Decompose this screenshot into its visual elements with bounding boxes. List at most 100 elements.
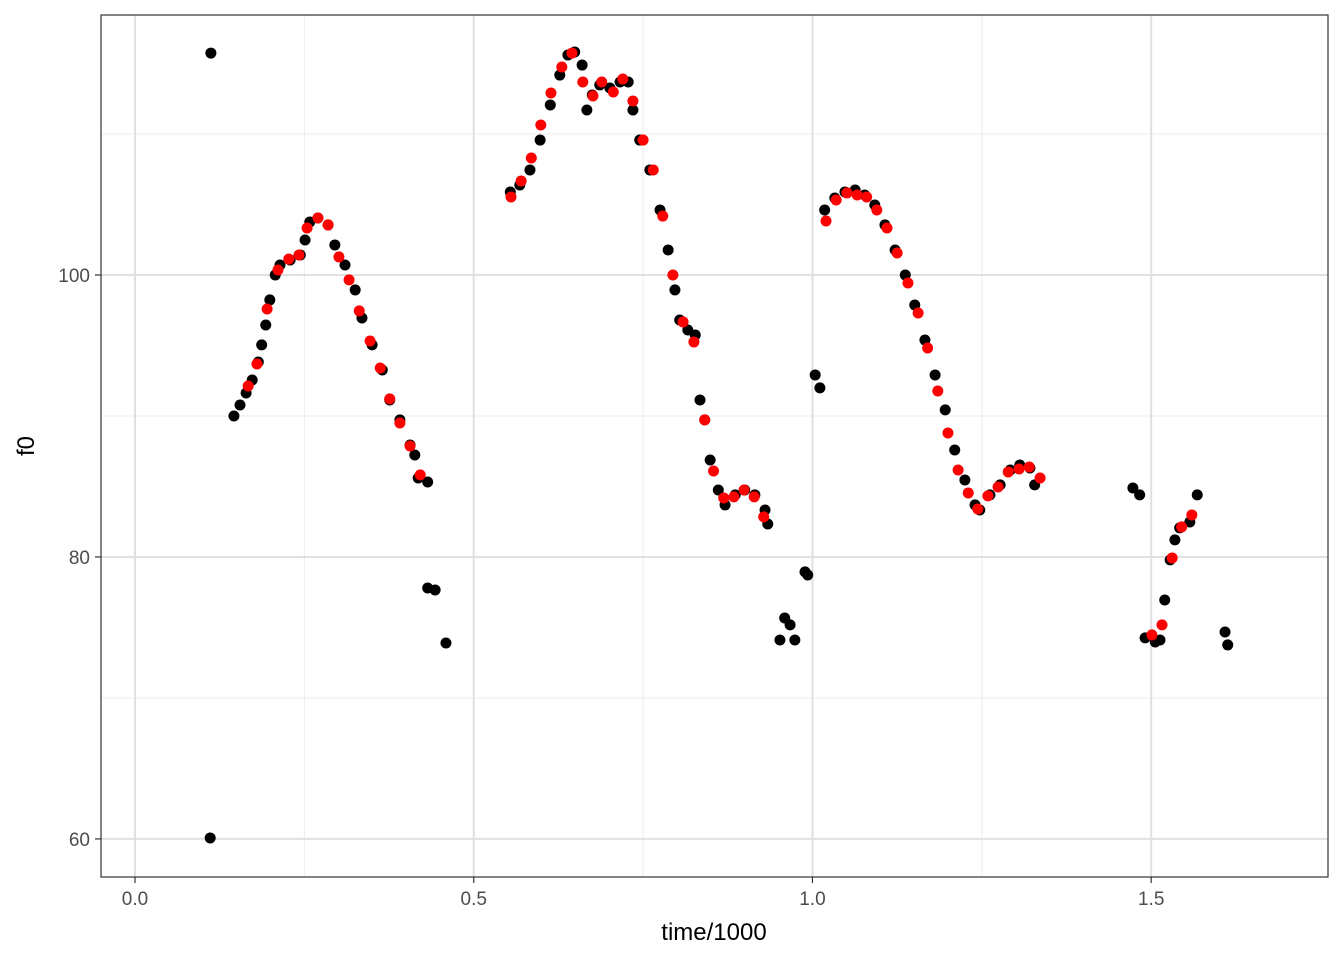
point [784, 619, 796, 631]
point [1222, 639, 1234, 651]
point [982, 490, 994, 502]
point [1156, 619, 1168, 631]
point [525, 152, 537, 164]
point [339, 259, 351, 271]
point [949, 444, 961, 456]
point [688, 336, 700, 348]
point [261, 303, 273, 315]
point [577, 76, 589, 88]
y-axis-label: f0 [13, 436, 40, 456]
point [728, 491, 740, 503]
panel-border [100, 14, 1329, 878]
x-tick-label: 1.0 [799, 889, 825, 910]
point [299, 234, 311, 246]
y-tick-label: 100 [58, 266, 90, 287]
point [704, 454, 716, 466]
point [627, 104, 639, 116]
point [861, 191, 873, 203]
point [422, 476, 434, 488]
point [440, 637, 452, 649]
point [748, 491, 760, 503]
point [881, 222, 893, 234]
point [322, 219, 334, 231]
point [607, 86, 619, 98]
point [992, 481, 1004, 493]
point [293, 249, 305, 261]
point [662, 244, 674, 256]
point [409, 449, 421, 461]
point [1013, 463, 1025, 475]
point [1034, 472, 1046, 484]
point [1219, 626, 1231, 638]
point [414, 469, 426, 481]
point [566, 47, 578, 59]
point [677, 316, 689, 328]
point [712, 484, 724, 496]
point [851, 189, 863, 201]
x-tick-label: 0.0 [122, 889, 148, 910]
point [329, 239, 341, 251]
point [694, 394, 706, 406]
point [962, 487, 974, 499]
point [637, 134, 649, 146]
point [871, 204, 883, 216]
point [264, 294, 276, 306]
point [1002, 466, 1014, 478]
point [939, 404, 951, 416]
point [669, 284, 681, 296]
point [228, 410, 240, 422]
point [942, 427, 954, 439]
point [617, 73, 629, 85]
point [708, 465, 720, 477]
point [544, 99, 556, 111]
point [251, 358, 263, 370]
x-axis-label: time/1000 [661, 919, 766, 946]
point [1159, 594, 1171, 606]
point [1191, 489, 1203, 501]
point [312, 212, 324, 224]
point [647, 164, 659, 176]
point [260, 319, 272, 331]
y-tick-label: 80 [69, 548, 90, 569]
point [349, 284, 361, 296]
point [972, 503, 984, 515]
point [535, 119, 547, 131]
point [576, 59, 588, 71]
point [1186, 509, 1198, 521]
point [922, 342, 934, 354]
point [272, 264, 284, 276]
point [524, 164, 536, 176]
point [902, 277, 914, 289]
point [932, 385, 944, 397]
point [789, 634, 801, 646]
point [1176, 521, 1188, 533]
point [1166, 552, 1178, 564]
point [1134, 489, 1146, 501]
point [699, 414, 711, 426]
point [333, 251, 345, 263]
point [515, 175, 527, 187]
x-tick-label: 1.5 [1138, 889, 1164, 910]
point [952, 464, 964, 476]
point [627, 95, 639, 107]
point [505, 191, 517, 203]
point [718, 492, 730, 504]
point [738, 484, 750, 496]
point [404, 440, 416, 452]
point [581, 104, 593, 116]
point [667, 269, 679, 281]
point [929, 369, 941, 381]
point [545, 87, 557, 99]
point [534, 134, 546, 146]
point [819, 204, 831, 216]
point [364, 335, 376, 347]
point [429, 584, 441, 596]
point [301, 222, 313, 234]
point [1023, 461, 1035, 473]
point [774, 634, 786, 646]
point [809, 369, 821, 381]
y-tick-label: 60 [69, 830, 90, 851]
point [205, 47, 217, 59]
point [556, 61, 568, 73]
